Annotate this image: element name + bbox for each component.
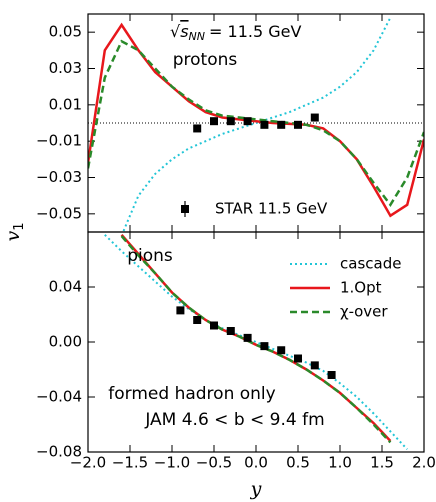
legend-label: STAR 11.5 GeV: [215, 200, 328, 218]
x-tick-label: 1.0: [328, 454, 352, 472]
y-tick-label: 0.01: [49, 95, 82, 113]
data-point: [310, 361, 319, 370]
data-point: [226, 327, 235, 335]
annotation-part: = 11.5 GeV: [209, 22, 301, 41]
y-tick-label: 0.00: [49, 333, 82, 351]
data-point: [277, 120, 286, 129]
annotation: formed hadron only: [108, 384, 275, 404]
plot-area: [88, 17, 424, 232]
x-tick-label: −1.0: [154, 454, 190, 472]
x-tick-label: −0.5: [196, 454, 232, 472]
y-axis-label-part: 1: [12, 222, 27, 230]
data-point: [193, 316, 202, 324]
x-tick-label: 1.5: [370, 454, 394, 472]
y-axis-label-part: v: [2, 231, 24, 242]
curve: [122, 17, 392, 232]
x-tick-label: −1.5: [112, 454, 148, 472]
annotation-part: NN: [189, 30, 205, 43]
data-point: [294, 120, 302, 129]
curve: [88, 22, 424, 218]
data-point: [243, 333, 252, 342]
x-tick-label: −2.0: [70, 454, 106, 472]
panel-label: pions: [127, 246, 173, 266]
panel-label: protons: [173, 50, 238, 70]
data-point: [260, 120, 269, 129]
data-point: [327, 371, 336, 379]
data-point: [226, 117, 235, 126]
legend-label: cascade: [340, 255, 401, 273]
x-tick-label: 0.0: [244, 454, 268, 472]
frame: [87, 231, 425, 453]
plot-area: [104, 233, 408, 450]
y-tick-label: −0.04: [36, 388, 82, 406]
legend-marker: [181, 205, 189, 213]
y-tick-label: 0.03: [49, 59, 82, 77]
data-point: [176, 306, 185, 315]
data-point: [210, 321, 218, 330]
data-point: [243, 117, 252, 126]
x-tick-label: 0.5: [286, 454, 310, 472]
curve: [88, 39, 424, 208]
annotation: √sNN = 11.5 GeV: [170, 22, 301, 44]
curve: [120, 235, 392, 444]
annotation-part: √: [170, 22, 181, 41]
annotation-part: s: [180, 22, 188, 41]
y-tick-label: −0.03: [36, 168, 82, 186]
legend-label: χ-over: [340, 303, 388, 321]
y-tick-label: 0.05: [49, 23, 82, 41]
y-tick-label: −0.01: [36, 132, 82, 150]
x-tick-label: 2.0: [412, 454, 436, 472]
x-axis-label: y: [250, 478, 262, 500]
y-tick-label: 0.04: [49, 278, 82, 296]
annotation: JAM 4.6 < b < 9.4 fm: [144, 410, 324, 430]
y-tick-label: −0.05: [36, 204, 82, 222]
data-point: [210, 117, 218, 126]
data-point: [277, 346, 286, 355]
legend-label: 1.Opt: [340, 279, 382, 297]
data-point: [310, 113, 319, 122]
y-axis-label: v1: [2, 222, 27, 241]
data-point: [294, 354, 302, 363]
data-point: [193, 124, 202, 133]
y-tick-label: −0.08: [36, 443, 82, 461]
data-point: [260, 342, 269, 351]
